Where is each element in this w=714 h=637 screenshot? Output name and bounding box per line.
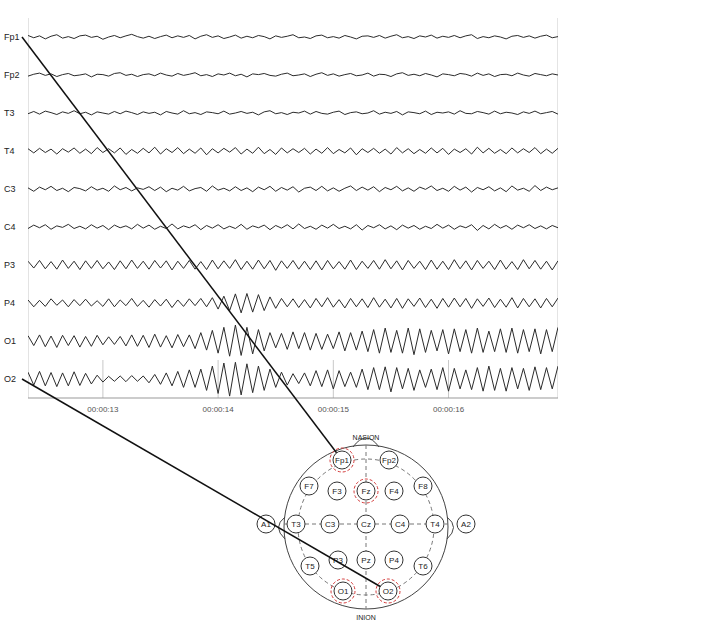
svg-text:T5: T5	[305, 562, 315, 571]
svg-text:F7: F7	[304, 482, 314, 491]
html-text:P3: P3	[4, 260, 15, 270]
svg-text:INION: INION	[356, 614, 375, 621]
svg-text:T3: T3	[291, 520, 301, 529]
svg-text:T4: T4	[430, 520, 440, 529]
svg-text:F3: F3	[332, 487, 342, 496]
html-text:C4: C4	[4, 222, 16, 232]
svg-text:F4: F4	[389, 487, 399, 496]
svg-text:Pz: Pz	[361, 556, 370, 565]
html-text:T4: T4	[4, 146, 15, 156]
svg-text:00:00:15: 00:00:15	[318, 405, 350, 414]
svg-text:O2: O2	[383, 587, 394, 596]
html-text:T3: T3	[4, 108, 15, 118]
svg-text:A1: A1	[261, 520, 271, 529]
svg-text:NASION: NASION	[353, 434, 380, 441]
html-text:Fp1: Fp1	[4, 32, 20, 42]
svg-text:00:00:14: 00:00:14	[203, 405, 235, 414]
html-text:Fp2: Fp2	[4, 70, 20, 80]
svg-text:P4: P4	[389, 556, 399, 565]
html-text:O2: O2	[4, 374, 16, 384]
svg-text:O1: O1	[338, 587, 349, 596]
svg-text:00:00:13: 00:00:13	[87, 405, 119, 414]
svg-text:A2: A2	[461, 520, 471, 529]
svg-text:00:00:16: 00:00:16	[433, 405, 465, 414]
svg-text:C4: C4	[395, 520, 406, 529]
html-text:P4: P4	[4, 298, 15, 308]
svg-text:P3: P3	[333, 556, 343, 565]
svg-text:Fz: Fz	[362, 487, 371, 496]
svg-text:Cz: Cz	[361, 520, 371, 529]
svg-text:Fp1: Fp1	[335, 456, 349, 465]
svg-text:T6: T6	[418, 562, 428, 571]
svg-text:Fp2: Fp2	[382, 456, 396, 465]
html-text:C3: C3	[4, 184, 16, 194]
svg-text:F8: F8	[418, 482, 428, 491]
html-text:O1: O1	[4, 336, 16, 346]
svg-text:C3: C3	[325, 520, 336, 529]
